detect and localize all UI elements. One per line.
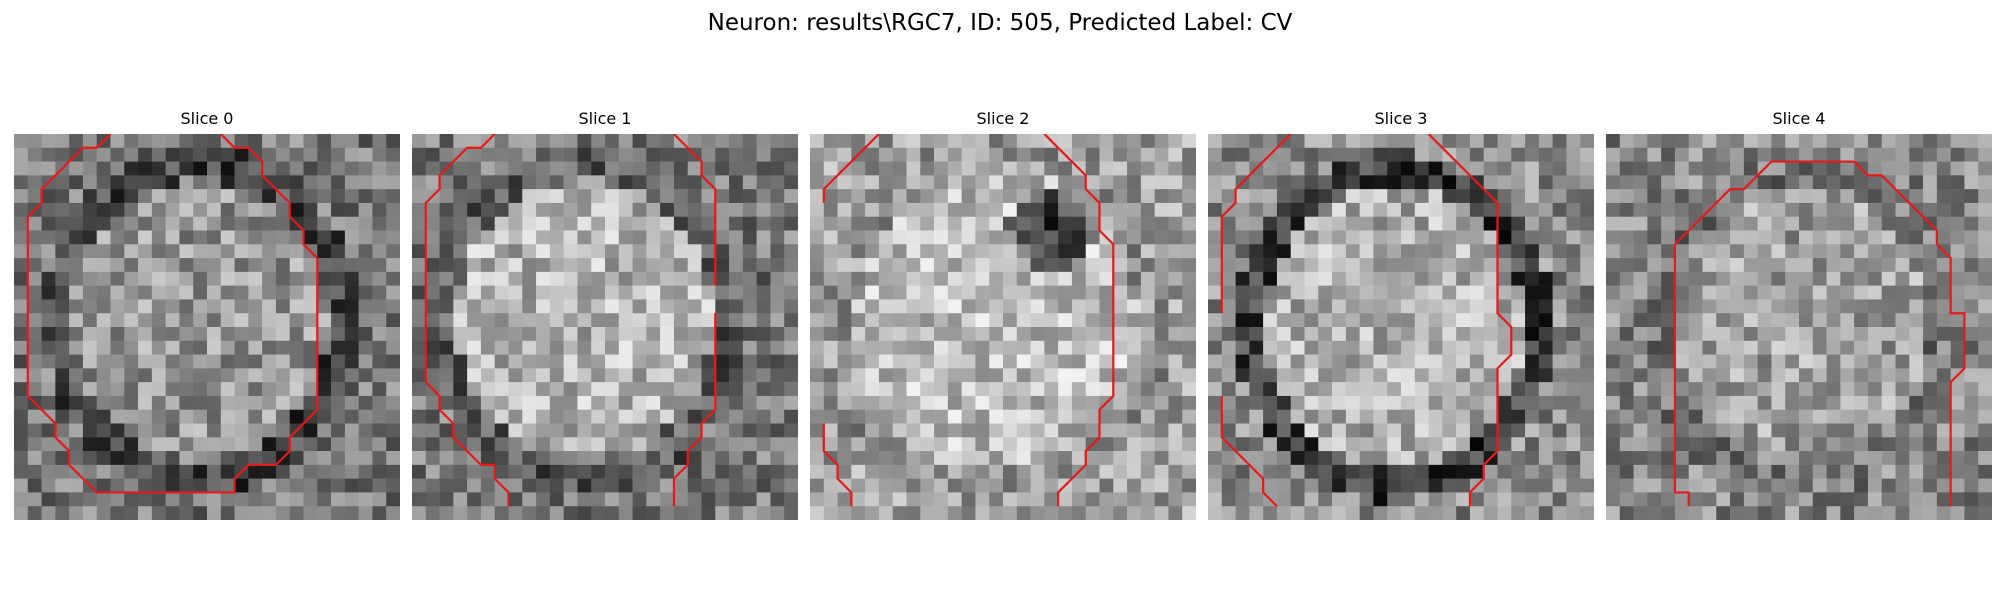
pixel-grid (14, 134, 400, 520)
slice-title-2: Slice 2 (810, 108, 1196, 130)
slice-title-3: Slice 3 (1208, 108, 1594, 130)
figure-title: Neuron: results\RGC7, ID: 505, Predicted… (0, 6, 2000, 40)
slice-image-1 (412, 134, 798, 520)
slice-image-3 (1208, 134, 1594, 520)
slice-title-0: Slice 0 (14, 108, 400, 130)
pixel-grid (1606, 134, 1992, 520)
slice-panel-2: Slice 2 (810, 108, 1196, 522)
slice-image-2 (810, 134, 1196, 520)
slice-image-4 (1606, 134, 1992, 520)
slice-panel-1: Slice 1 (412, 108, 798, 522)
slice-title-1: Slice 1 (412, 108, 798, 130)
slice-panel-0: Slice 0 (14, 108, 400, 522)
slice-image-0 (14, 134, 400, 520)
slice-panel-3: Slice 3 (1208, 108, 1594, 522)
pixel-grid (412, 134, 798, 520)
pixel-grid (1208, 134, 1594, 520)
slice-panel-4: Slice 4 (1606, 108, 1992, 522)
pixel-grid (810, 134, 1196, 520)
slice-title-4: Slice 4 (1606, 108, 1992, 130)
